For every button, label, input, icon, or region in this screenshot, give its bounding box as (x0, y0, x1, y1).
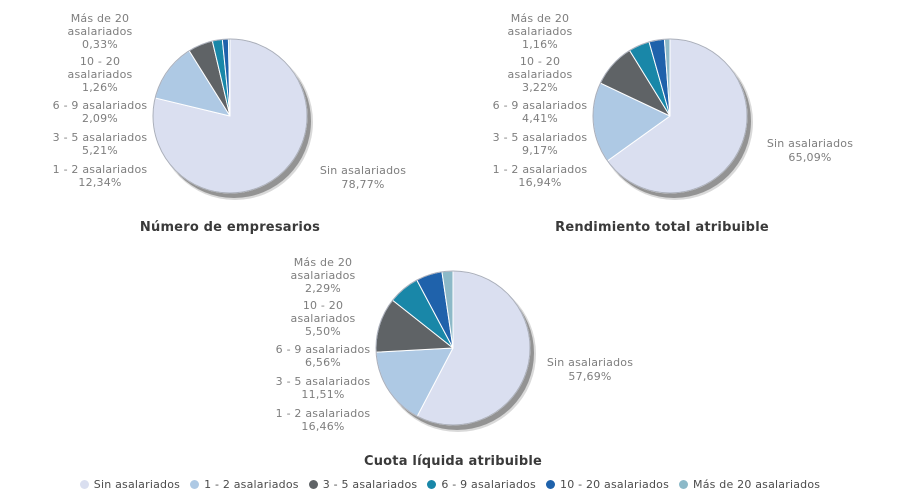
slice-label-pct: 5,50% (305, 325, 341, 338)
slice-label-line: 3 - 5 asalariados (275, 375, 371, 388)
slice-label-line: asalariados (507, 25, 573, 38)
slice-label-pct: 5,21% (82, 144, 118, 157)
slice-label-pct: 1,26% (82, 81, 118, 94)
legend: Sin asalariados 1 - 2 asalariados 3 - 5 … (0, 478, 900, 491)
legend-item-10-20-asalariados[interactable]: 10 - 20 asalariados (546, 478, 669, 491)
legend-item-sin-asalariados[interactable]: Sin asalariados (79, 478, 181, 491)
slice-label-6-9: 6 - 9 asalariados 4,41% (455, 99, 625, 125)
slice-label-pct: 78,77% (341, 178, 385, 191)
legend-item-label: Sin asalariados (93, 478, 181, 491)
chart-numero-de-empresarios: Más de 20 asalariados 0,33% 10 - 20 asal… (0, 0, 440, 250)
legend-dot-icon (679, 480, 689, 489)
slice-label-line: 1 - 2 asalariados (275, 407, 371, 420)
slice-label-6-9: 6 - 9 asalariados 6,56% (238, 343, 408, 369)
legend-item-label: 10 - 20 asalariados (560, 478, 670, 491)
slice-labels-column: Más de 20 asalariados 2,29% 10 - 20 asal… (238, 256, 408, 437)
slice-label-line: 3 - 5 asalariados (492, 131, 588, 144)
slice-label-line: Sin asalariados (319, 164, 407, 177)
slice-label-pct: 6,56% (305, 356, 341, 369)
slice-label-pct: 16,94% (518, 176, 562, 189)
chart-title: Cuota líquida atribuible (363, 454, 543, 469)
legend-dot-icon (79, 480, 89, 489)
slice-label-line: asalariados (290, 269, 356, 282)
legend-dot-icon (427, 480, 437, 489)
legend-item-label: 1 - 2 asalariados (204, 478, 299, 491)
slice-label-pct: 0,33% (82, 38, 118, 51)
slice-label-mas-de-20: Más de 20 asalariados 1,16% (455, 12, 625, 51)
slice-label-pct: 16,46% (301, 420, 345, 433)
legend-item-label: Más de 20 asalariados (693, 478, 821, 491)
slice-label-1-2: 1 - 2 asalariados 16,46% (238, 407, 408, 433)
legend-dot-icon (190, 480, 200, 489)
slice-label-1-2: 1 - 2 asalariados 12,34% (15, 163, 185, 189)
slice-label-line: 6 - 9 asalariados (275, 343, 371, 356)
slice-label-pct: 65,09% (788, 151, 832, 164)
slice-label-line: Más de 20 (510, 12, 570, 25)
pie-chart[interactable] (578, 22, 766, 210)
slice-label-line: asalariados (290, 312, 356, 325)
pie-chart[interactable] (361, 254, 549, 442)
legend-item-1-2-asalariados[interactable]: 1 - 2 asalariados (190, 478, 299, 491)
slice-label-pct: 9,17% (522, 144, 558, 157)
slice-label-sin-asalariados: Sin asalariados 57,69% (515, 356, 665, 384)
slice-label-6-9: 6 - 9 asalariados 2,09% (15, 99, 185, 125)
slice-label-line: 3 - 5 asalariados (52, 131, 148, 144)
slice-label-mas-de-20: Más de 20 asalariados 2,29% (238, 256, 408, 295)
slice-label-pct: 11,51% (301, 388, 345, 401)
slice-label-line: asalariados (67, 68, 133, 81)
legend-dot-icon (308, 480, 318, 489)
slice-label-line: 6 - 9 asalariados (52, 99, 148, 112)
slice-label-10-20: 10 - 20 asalariados 3,22% (455, 55, 625, 94)
slice-label-pct: 2,29% (305, 282, 341, 295)
slice-label-sin-asalariados: Sin asalariados 78,77% (288, 164, 438, 192)
slice-label-pct: 4,41% (522, 112, 558, 125)
legend-dot-icon (546, 480, 555, 489)
legend-item-3-5-asalariados[interactable]: 3 - 5 asalariados (308, 478, 418, 491)
slice-label-line: 6 - 9 asalariados (492, 99, 588, 112)
slice-label-sin-asalariados: Sin asalariados 65,09% (735, 137, 885, 165)
chart-title: Número de empresarios (139, 220, 321, 235)
slice-label-pct: 12,34% (78, 176, 122, 189)
legend-item-6-9-asalariados[interactable]: 6 - 9 asalariados (427, 478, 536, 491)
slice-label-line: 1 - 2 asalariados (52, 163, 148, 176)
slice-label-3-5: 3 - 5 asalariados 9,17% (455, 131, 625, 157)
pie-chart[interactable] (138, 22, 326, 210)
slice-labels-column: Más de 20 asalariados 1,16% 10 - 20 asal… (455, 12, 625, 193)
slice-label-line: 10 - 20 (79, 55, 121, 68)
slice-label-line: 10 - 20 (302, 299, 344, 312)
slice-label-line: 1 - 2 asalariados (492, 163, 588, 176)
slice-label-1-2: 1 - 2 asalariados 16,94% (455, 163, 625, 189)
slice-label-line: Más de 20 (293, 256, 353, 269)
legend-item-mas-de-20-asalariados[interactable]: Más de 20 asalariados (679, 478, 820, 491)
slice-label-line: Sin asalariados (546, 356, 634, 369)
slice-label-pct: 3,22% (522, 81, 558, 94)
chart-cuota-liquida-atribuible: Más de 20 asalariados 2,29% 10 - 20 asal… (223, 232, 663, 482)
slice-label-pct: 1,16% (522, 38, 558, 51)
slice-labels-column: Más de 20 asalariados 0,33% 10 - 20 asal… (15, 12, 185, 193)
slice-label-line: asalariados (507, 68, 573, 81)
legend-item-label: 3 - 5 asalariados (322, 478, 418, 491)
chart-title: Rendimiento total atribuible (555, 220, 769, 235)
legend-item-label: 6 - 9 asalariados (441, 478, 536, 491)
slice-label-3-5: 3 - 5 asalariados 5,21% (15, 131, 185, 157)
slice-label-pct: 57,69% (568, 370, 612, 383)
slice-label-line: Sin asalariados (766, 137, 854, 150)
slice-label-mas-de-20: Más de 20 asalariados 0,33% (15, 12, 185, 51)
slice-label-pct: 2,09% (82, 112, 118, 125)
slice-label-line: Más de 20 (70, 12, 130, 25)
slice-label-10-20: 10 - 20 asalariados 5,50% (238, 299, 408, 338)
chart-rendimiento-total-atribuible: Más de 20 asalariados 1,16% 10 - 20 asal… (440, 0, 880, 250)
slice-label-10-20: 10 - 20 asalariados 1,26% (15, 55, 185, 94)
slice-label-3-5: 3 - 5 asalariados 11,51% (238, 375, 408, 401)
slice-label-line: 10 - 20 (519, 55, 561, 68)
slice-label-line: asalariados (67, 25, 133, 38)
